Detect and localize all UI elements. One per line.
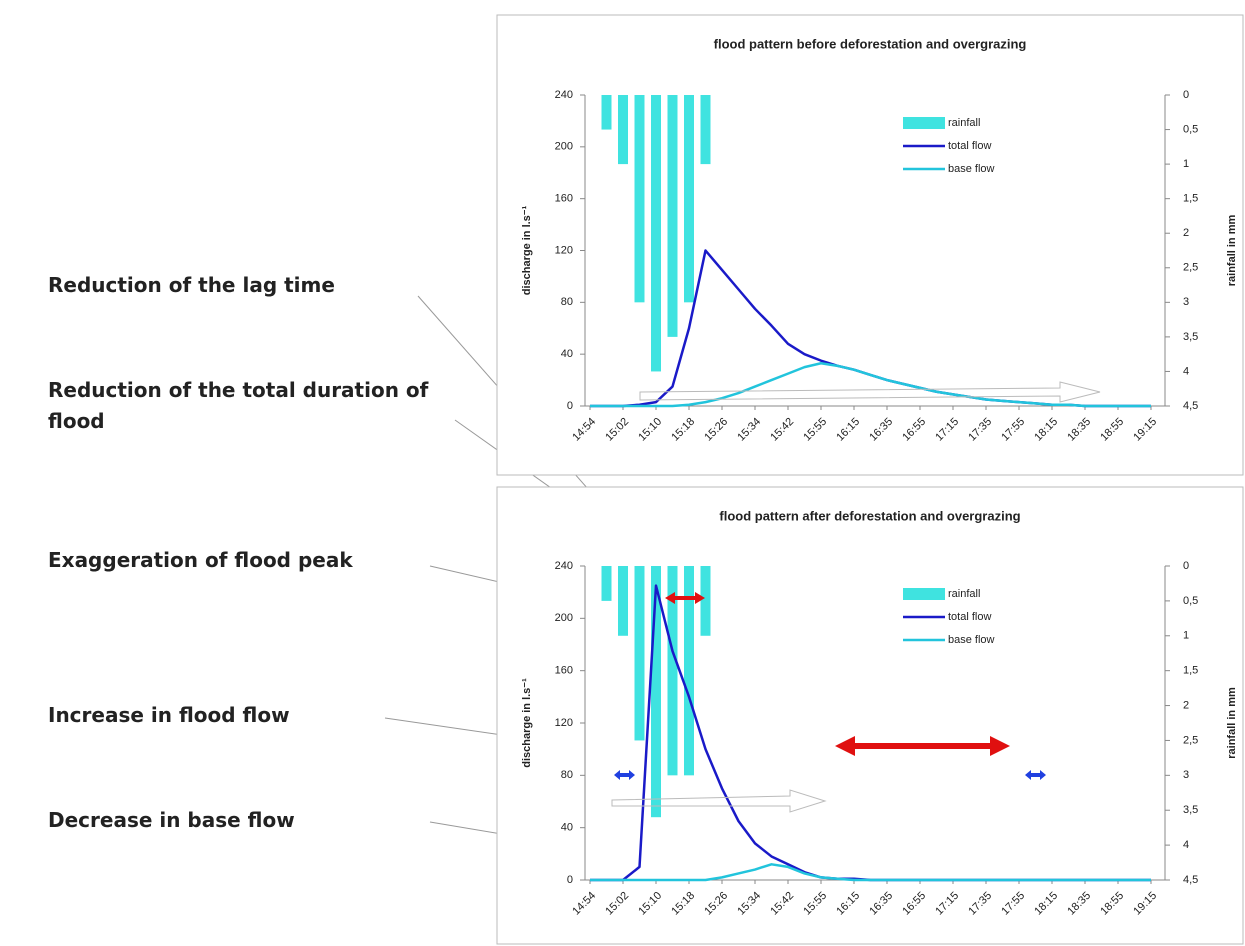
y-tick-label: 160 [555,193,573,205]
hollow-arrow [611,789,827,813]
rainfall-bar [634,566,645,741]
rainfall-bar [618,566,628,636]
y2-tick-label: 3,5 [1183,331,1198,343]
legend-label: rainfall [948,117,980,129]
y-tick-label: 40 [561,348,573,360]
annotation: Reduction of the lag time [48,273,335,297]
y2-tick-label: 4,5 [1183,874,1198,886]
legend-label: base flow [948,634,995,646]
y-tick-label: 120 [555,244,573,256]
y-tick-label: 240 [555,560,573,572]
rainfall-bar [634,95,645,303]
y2-tick-label: 4,5 [1183,400,1198,412]
y-tick-label: 240 [555,89,573,101]
chart: flood pattern after deforestation and ov… [496,486,1244,945]
annotation: Reduction of the total duration of flood [48,378,429,433]
annotation: Exaggeration of flood peak [48,548,353,572]
annotation: Decrease in base flow [48,808,295,832]
blue-arrow [1025,770,1046,780]
y2-tick-label: 3 [1183,296,1189,308]
rainfall-bar [700,566,711,636]
y2-tick-label: 2 [1183,227,1189,239]
rainfall-bar [618,95,628,165]
red-arrow [665,592,705,604]
rainfall-bar [667,566,678,776]
y2-tick-label: 0 [1183,89,1189,101]
y-tick-label: 120 [555,717,573,729]
y2-tick-label: 2,5 [1183,262,1198,274]
chart-panel [496,14,1244,476]
flow-line [590,361,1151,408]
y2-tick-label: 0,5 [1183,123,1198,135]
legend-swatch [903,117,945,129]
chart-title: flood pattern after deforestation and ov… [719,508,1020,523]
flow-line [590,863,1151,882]
y2-tick-label: 1,5 [1183,665,1198,677]
charts: flood pattern before deforestation and o… [496,14,1244,945]
rainfall-bar [684,566,694,776]
y-tick-label: 200 [555,612,573,624]
y2-tick-label: 1,5 [1183,193,1198,205]
y2-tick-label: 2,5 [1183,734,1198,746]
y2-tick-label: 3 [1183,769,1189,781]
rainfall-bar [651,566,661,818]
y-tick-label: 200 [555,141,573,153]
y2-tick-label: 1 [1183,158,1189,170]
y-tick-label: 0 [567,874,573,886]
y2-tick-label: 1 [1183,630,1189,642]
y2-tick-label: 4 [1183,365,1189,377]
y2-tick-label: 2 [1183,699,1189,711]
legend-label: total flow [948,140,991,152]
y-tick-label: 80 [561,296,573,308]
y-tick-label: 80 [561,769,573,781]
blue-arrow [614,770,635,780]
annotation: Increase in flood flow [48,703,290,727]
y-axis-label: discharge in l.s⁻¹ [521,205,533,295]
rainfall-bar [601,566,612,601]
y2-tick-label: 0,5 [1183,595,1198,607]
y2-axis-label: rainfall in mm [1226,687,1238,759]
y-tick-label: 40 [561,822,573,834]
rainfall-bar [700,95,711,165]
red-arrow [835,736,1010,756]
chart-title: flood pattern before deforestation and o… [714,36,1027,51]
rainfall-bar [684,95,694,303]
y2-axis-label: rainfall in mm [1226,215,1238,287]
legend-label: rainfall [948,588,980,600]
legend-label: base flow [948,163,995,175]
y2-tick-label: 4 [1183,839,1189,851]
chart: flood pattern before deforestation and o… [496,14,1244,476]
y-axis-label: discharge in l.s⁻¹ [521,678,533,768]
legend-swatch [903,588,945,600]
arrows [611,381,1101,813]
rainfall-bar [601,95,612,130]
rainfall-bar [651,95,661,372]
chart-panel [496,486,1244,945]
rainfall-bar [667,95,678,337]
y-tick-label: 160 [555,665,573,677]
y2-tick-label: 3,5 [1183,804,1198,816]
hollow-arrow [639,381,1101,403]
legend-label: total flow [948,611,991,623]
y-tick-label: 0 [567,400,573,412]
y2-tick-label: 0 [1183,560,1189,572]
